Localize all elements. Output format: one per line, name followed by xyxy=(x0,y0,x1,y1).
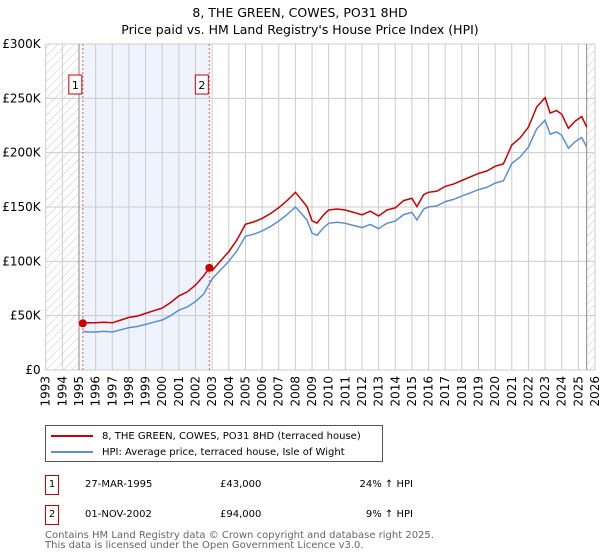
transaction-badge xyxy=(68,74,83,95)
hpi-diff: 9% ↑ HPI xyxy=(365,509,413,520)
x-tick-label: 2007 xyxy=(272,376,286,407)
x-tick-label: 1995 xyxy=(72,376,86,407)
x-tick-label: 2026 xyxy=(588,376,600,407)
x-tick-label: 2010 xyxy=(322,376,336,407)
y-tick-label: £0 xyxy=(25,363,40,377)
x-tick-label: 2022 xyxy=(521,376,535,407)
legend-item-hpi: HPI: Average price, terraced house, Isle… xyxy=(51,445,345,459)
y-tick-label: £200K xyxy=(2,146,42,160)
x-tick-label: 2021 xyxy=(505,376,519,407)
legend-swatch-red xyxy=(51,435,93,437)
transaction-badge-label: 1 xyxy=(72,79,79,92)
x-tick-label: 1993 xyxy=(39,376,53,407)
x-tick-label: 1998 xyxy=(122,376,136,407)
hpi-line xyxy=(82,118,588,333)
x-tick-label: 1997 xyxy=(105,376,119,407)
x-tick-label: 2001 xyxy=(172,376,186,407)
x-tick-label: 2006 xyxy=(255,376,269,407)
x-tick-label: 2020 xyxy=(488,376,502,407)
marker-badge: 2 xyxy=(45,505,59,525)
hpi-diff: 24% ↑ HPI xyxy=(359,479,413,490)
footer-copyright: Contains HM Land Registry data © Crown c… xyxy=(45,530,434,541)
property-price-line xyxy=(82,96,588,325)
y-tick-label: £150K xyxy=(2,200,42,214)
y-tick-label: £50K xyxy=(10,309,42,323)
transaction-badge-label: 2 xyxy=(198,79,205,92)
chart-subtitle: Price paid vs. HM Land Registry's House … xyxy=(121,22,478,37)
x-tick-label: 2015 xyxy=(405,376,419,407)
x-tick-label: 2024 xyxy=(555,376,569,407)
x-tick-label: 2014 xyxy=(388,376,402,407)
x-tick-label: 2004 xyxy=(222,376,236,407)
transaction-point xyxy=(205,263,214,272)
legend-item-property: 8, THE GREEN, COWES, PO31 8HD (terraced … xyxy=(51,429,361,443)
footer-licence: This data is licensed under the Open Gov… xyxy=(45,540,364,551)
legend-label: HPI: Average price, terraced house, Isle… xyxy=(102,446,345,458)
legend-label: 8, THE GREEN, COWES, PO31 8HD (terraced … xyxy=(102,430,361,442)
x-tick-label: 2000 xyxy=(155,376,169,407)
x-tick-label: 2011 xyxy=(338,376,352,407)
x-tick-label: 2025 xyxy=(571,376,585,407)
transaction-badge xyxy=(194,74,209,95)
sale-price: £94,000 xyxy=(220,509,262,520)
x-tick-label: 2008 xyxy=(288,376,302,407)
chart-title: 8, THE GREEN, COWES, PO31 8HD xyxy=(192,5,407,20)
x-tick-label: 2012 xyxy=(355,376,369,407)
legend: 8, THE GREEN, COWES, PO31 8HD (terraced … xyxy=(45,425,383,462)
y-tick-label: £100K xyxy=(2,254,42,268)
x-tick-label: 2005 xyxy=(238,376,252,407)
x-tick-label: 2018 xyxy=(455,376,469,407)
marker-badge: 1 xyxy=(45,475,59,495)
legend-swatch-blue xyxy=(51,451,93,453)
sale-date: 27-MAR-1995 xyxy=(85,479,153,490)
price-chart: 8, THE GREEN, COWES, PO31 8HD Price paid… xyxy=(2,5,600,407)
x-tick-label: 2003 xyxy=(205,376,219,407)
y-tick-label: £250K xyxy=(2,91,42,105)
transaction-point xyxy=(78,319,87,328)
x-tick-label: 2017 xyxy=(438,376,452,407)
y-tick-label: £300K xyxy=(2,37,42,51)
footer: Contains HM Land Registry data © Crown c… xyxy=(45,531,434,551)
x-tick-label: 2009 xyxy=(305,376,319,407)
x-tick-label: 2013 xyxy=(372,376,386,407)
x-tick-label: 2016 xyxy=(422,376,436,407)
x-tick-label: 2002 xyxy=(189,376,203,407)
sale-price: £43,000 xyxy=(220,479,262,490)
x-tick-label: 2019 xyxy=(471,376,485,407)
x-tick-label: 1994 xyxy=(55,376,69,407)
sale-date: 01-NOV-2002 xyxy=(85,509,152,520)
x-tick-label: 1999 xyxy=(139,376,153,407)
x-tick-label: 2023 xyxy=(538,376,552,407)
x-tick-label: 1996 xyxy=(89,376,103,407)
